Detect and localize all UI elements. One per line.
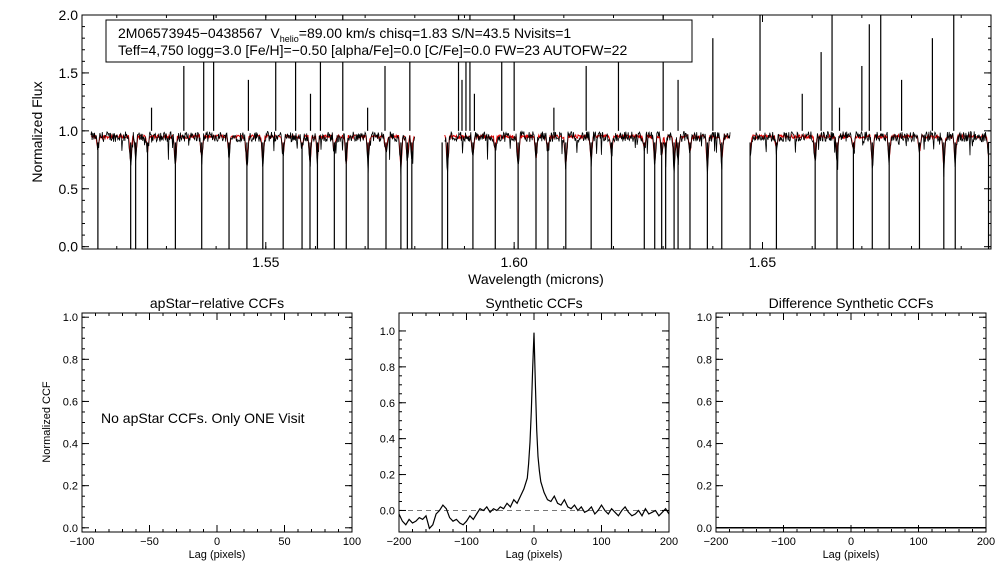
spectrum-ylabel: Normalized Flux (29, 81, 45, 182)
x-tick-label: 100 (592, 536, 610, 548)
x-tick-label: 50 (278, 536, 290, 548)
y-tick-label: 0.5 (59, 181, 79, 197)
difference-title: Difference Synthetic CCFs (769, 295, 934, 311)
info-vhelio-sub: helio (280, 34, 299, 44)
x-tick-label: 200 (660, 536, 678, 548)
x-tick-label: −100 (70, 536, 95, 548)
y-tick-label: 2.0 (59, 7, 79, 23)
spectrum-panel: 1.55 1.60 1.65 0.0 0.5 1.0 1.5 2.0 2M06573945−0… (29, 7, 992, 287)
synthetic-ticks: −200 −100 0 100 200 0.0 0.2 0.4 0.6 0.8 1.0 (380, 313, 678, 548)
synthetic-xlabel: Lag (pixels) (506, 549, 563, 561)
y-tick-label: 0.2 (380, 470, 395, 482)
observed-spectrum-line (90, 130, 989, 177)
apstar-annotation: No apStar CCFs. Only ONE Visit (101, 410, 305, 426)
x-tick-label: −100 (454, 536, 479, 548)
synthetic-series-group (399, 332, 669, 530)
x-tick-label: −50 (140, 536, 159, 548)
spectrum-xlabel: Wavelength (microns) (468, 271, 604, 287)
y-tick-label: 0.4 (380, 434, 395, 446)
y-tick-label: 0.4 (697, 439, 712, 451)
apstar-xlabel: Lag (pixels) (189, 549, 246, 561)
synthetic-ccf-line (399, 332, 669, 530)
info-vhelio-v: V (270, 25, 280, 41)
x-tick-label: 100 (909, 536, 927, 548)
x-tick-label: 200 (977, 536, 995, 548)
spectrum-series-group (90, 15, 990, 249)
spectrum-plot-frame (81, 14, 992, 250)
apstar-ylabel: Normalized CCF (41, 381, 53, 463)
y-tick-label: 0.8 (380, 362, 395, 374)
info-line-1: 2M06573945−0438567 Vhelio=89.00 km/s chis… (118, 25, 571, 44)
info-line-2: Teff=4,750 logg=3.0 [Fe/H]=−0.50 [alpha/… (118, 42, 627, 58)
y-tick-label: 1.0 (380, 326, 395, 338)
x-tick-label: 1.65 (749, 254, 776, 270)
x-tick-label: 0 (214, 536, 220, 548)
spectrum-info-box (105, 19, 693, 63)
spectrum-ticks: 1.55 1.60 1.65 0.0 0.5 1.0 1.5 2.0 (59, 7, 991, 270)
info-vhelio-rest: =89.00 km/s chisq=1.83 S/N=43.5 Nvisits=… (299, 25, 572, 41)
x-tick-label: 100 (343, 536, 361, 548)
y-tick-label: 0.0 (63, 523, 78, 535)
y-tick-label: 0.4 (63, 439, 78, 451)
y-tick-label: 0.2 (63, 481, 78, 493)
x-tick-label: 1.55 (252, 254, 279, 270)
y-tick-label: 0.0 (697, 523, 712, 535)
info-star-id: 2M06573945−0438567 (118, 25, 263, 41)
synthetic-title: Synthetic CCFs (485, 295, 582, 311)
y-tick-label: 0.0 (59, 239, 79, 255)
y-tick-label: 0.8 (63, 354, 78, 366)
y-tick-label: 1.0 (697, 312, 712, 324)
y-tick-label: 1.0 (63, 312, 78, 324)
apstar-title: apStar−relative CCFs (150, 295, 284, 311)
y-tick-label: 0.6 (697, 396, 712, 408)
x-tick-label: −200 (387, 536, 412, 548)
y-tick-label: 0.6 (63, 396, 78, 408)
y-tick-label: 0.6 (380, 398, 395, 410)
difference-ccf-panel: −200 −100 0 100 200 0.0 0.2 0.4 0.6 0.8 1.0 Differ… (697, 295, 995, 561)
difference-plot-frame (715, 312, 987, 533)
difference-ticks: −200 −100 0 100 200 0.0 0.2 0.4 0.6 0.8 1.0 (697, 312, 995, 548)
synthetic-ccf-panel: −200 −100 0 100 200 0.0 0.2 0.4 0.6 0.8 1.0 Synthe… (380, 295, 678, 561)
y-tick-label: 0.8 (697, 354, 712, 366)
y-tick-label: 0.2 (697, 481, 712, 493)
x-tick-label: 1.60 (501, 254, 528, 270)
difference-xlabel: Lag (pixels) (823, 549, 880, 561)
x-tick-label: 0 (848, 536, 854, 548)
y-tick-label: 1.0 (59, 123, 79, 139)
x-tick-label: 0 (531, 536, 537, 548)
x-tick-label: −100 (771, 536, 796, 548)
y-tick-label: 0.0 (380, 505, 395, 517)
apstar-ccf-panel: −100 −50 0 50 100 0.0 0.2 0.4 0.6 0.8 1.0 apStar−r… (41, 295, 361, 561)
x-tick-label: −200 (704, 536, 729, 548)
apstar-ticks: −100 −50 0 50 100 0.0 0.2 0.4 0.6 0.8 1.0 (63, 312, 361, 548)
y-tick-label: 1.5 (59, 65, 79, 81)
